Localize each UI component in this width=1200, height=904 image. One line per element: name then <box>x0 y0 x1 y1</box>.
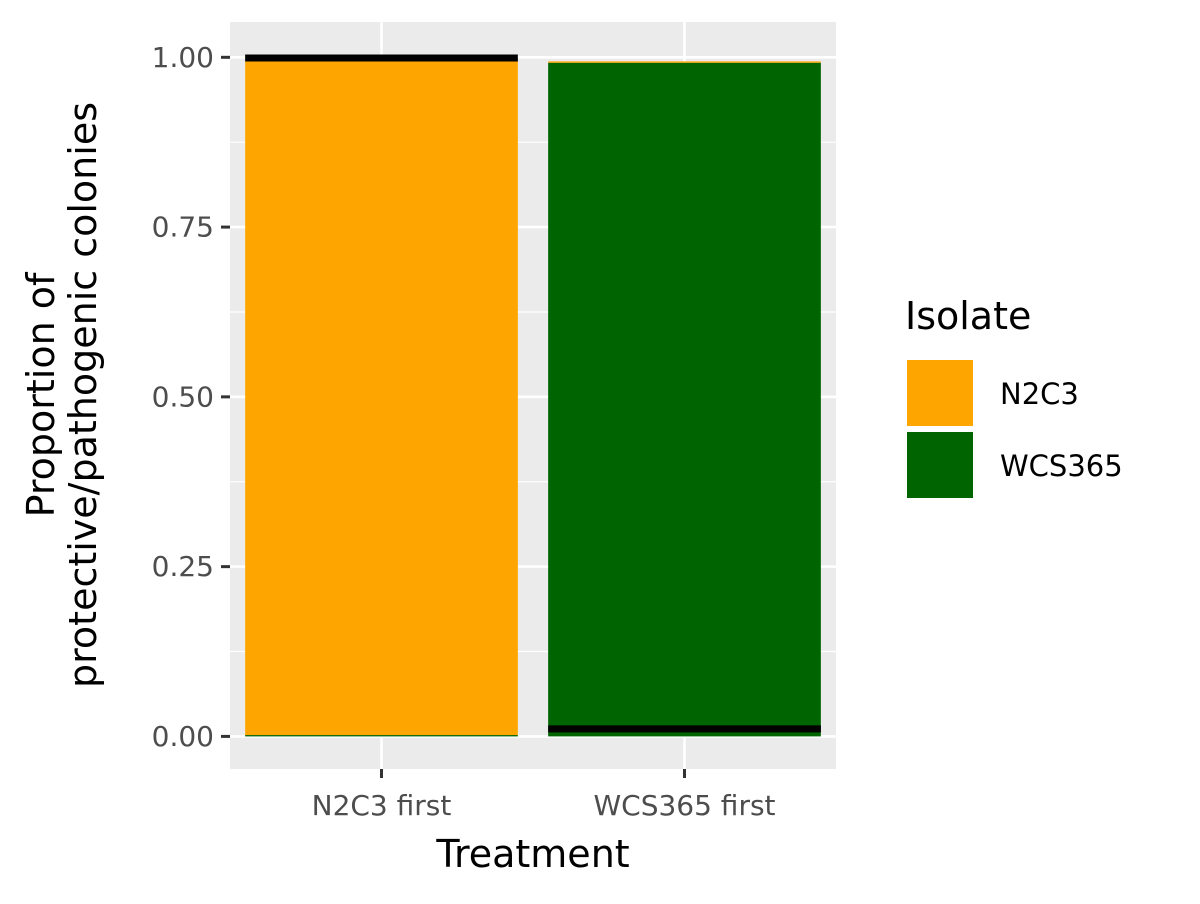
x-axis-title: Treatment <box>435 832 629 876</box>
x-tick-label: N2C3 first <box>312 789 452 822</box>
y-axis-title-line-1: Proportion of <box>19 271 63 517</box>
legend-title: Isolate <box>905 294 1031 338</box>
y-axis-title-line-2: protective/pathogenic colonies <box>61 102 105 688</box>
y-tick-label: 0.50 <box>152 380 214 413</box>
y-axis-title: Proportion of protective/pathogenic colo… <box>19 102 105 688</box>
legend-label-wcs365: WCS365 <box>1000 449 1123 483</box>
x-tick-label: WCS365 first <box>593 789 775 822</box>
y-tick-label: 0.00 <box>152 720 214 753</box>
bar-n2c3-n2c3-first <box>245 60 518 736</box>
bars <box>245 60 821 737</box>
legend-label-n2c3: N2C3 <box>1000 377 1079 411</box>
y-tick-label: 0.75 <box>152 211 214 244</box>
bar-wcs365-n2c3-first <box>245 735 518 737</box>
error-markers <box>245 54 821 733</box>
legend-swatch-wcs365 <box>905 430 975 500</box>
bar-wcs365-wcs365-first <box>548 62 821 737</box>
y-tick-label: 0.25 <box>152 550 214 583</box>
legend: Isolate N2C3 WCS365 <box>905 294 1123 500</box>
axes: 0.00 0.25 0.50 0.75 1.00 N2C3 first WCS365 fir… <box>152 41 776 822</box>
y-tick-label: 1.00 <box>152 41 214 74</box>
legend-swatch-n2c3 <box>905 358 975 428</box>
bar-n2c3-wcs365-first <box>548 61 821 63</box>
